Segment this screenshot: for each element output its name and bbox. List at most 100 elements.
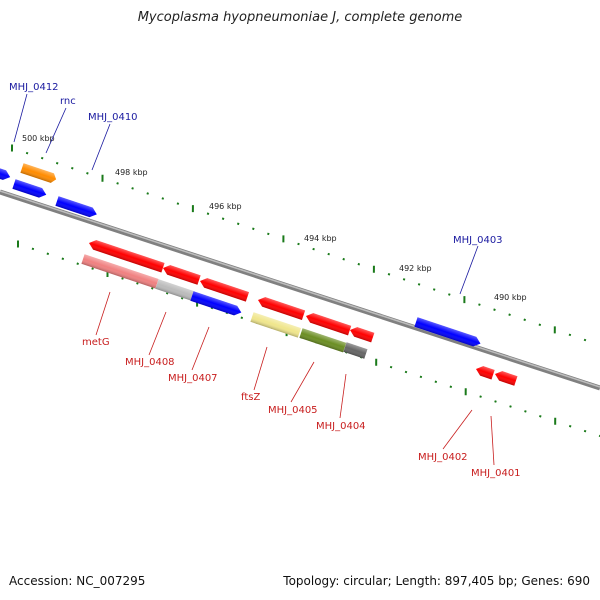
inner-minor-tick — [240, 316, 244, 320]
inner-minor-tick — [404, 370, 408, 374]
feature-ftsZ[interactable] — [250, 312, 302, 338]
outer-minor-tick — [417, 283, 421, 286]
map-title: Mycoplasma hyopneumoniae J, complete gen… — [137, 10, 463, 25]
feature-MHJ_0405[interactable] — [299, 328, 347, 353]
scale-label-494kbp: 494 kbp — [304, 234, 337, 243]
inner-major-tick — [375, 358, 378, 366]
inner-minor-tick — [583, 429, 587, 433]
outer-minor-tick — [583, 338, 587, 342]
label-MHJ_0408[interactable]: MHJ_0408 — [125, 357, 175, 368]
outer-minor-tick — [176, 202, 180, 205]
feature-f7[interactable] — [198, 276, 250, 302]
inner-minor-tick — [449, 385, 453, 389]
label-MHJ_0401[interactable]: MHJ_0401 — [471, 468, 521, 479]
outer-major-tick — [553, 326, 556, 334]
outer-minor-tick — [387, 273, 391, 276]
outer-minor-tick — [221, 217, 225, 220]
inner-minor-tick — [598, 434, 600, 438]
outer-minor-tick — [40, 156, 44, 160]
outer-minor-tick — [508, 313, 511, 316]
inner-minor-tick — [46, 252, 50, 256]
feature-MHJ_0404[interactable] — [343, 342, 368, 359]
inner-minor-tick — [419, 375, 423, 379]
outer-minor-tick — [448, 293, 451, 296]
label-metG[interactable]: metG — [82, 337, 110, 348]
label-MHJ_0410[interactable]: MHJ_0410 — [88, 112, 138, 123]
outer-minor-tick — [493, 308, 496, 311]
label-MHJ_0404[interactable]: MHJ_0404 — [316, 421, 366, 432]
inner-minor-tick — [568, 424, 572, 428]
backbone-highlight — [0, 190, 600, 388]
feature-MHJ_0412[interactable] — [12, 179, 47, 199]
outer-minor-tick — [538, 323, 542, 327]
outer-minor-tick — [86, 172, 89, 175]
feature-f6[interactable] — [161, 263, 201, 285]
feature-MHJ_0407[interactable] — [190, 291, 242, 317]
outer-minor-tick — [402, 278, 406, 281]
feature-f1[interactable] — [0, 167, 12, 182]
backbone-line — [0, 189, 600, 391]
feature-metG[interactable] — [81, 254, 159, 289]
outer-major-tick — [372, 265, 375, 273]
outer-major-tick — [282, 235, 285, 243]
scale-label-492kbp: 492 kbp — [399, 264, 432, 273]
leader-MHJ_0405 — [290, 361, 315, 403]
leader-MHJ_0404 — [339, 373, 347, 419]
inner-minor-tick — [76, 262, 79, 265]
inner-minor-tick — [61, 257, 65, 261]
feature-rnc[interactable] — [20, 163, 57, 184]
feature-arrows — [0, 163, 518, 386]
label-MHJ_0407[interactable]: MHJ_0407 — [168, 373, 218, 384]
scale-label-496kbp: 496 kbp — [209, 202, 242, 211]
leader-MHJ_0402 — [442, 409, 473, 450]
inner-minor-tick — [91, 267, 94, 270]
leader-metG — [95, 291, 111, 336]
leader-MHJ_0412 — [13, 93, 28, 143]
label-MHJ_0412[interactable]: MHJ_0412 — [9, 82, 59, 93]
feature-MHJ_0403[interactable] — [414, 317, 482, 348]
outer-minor-tick — [146, 192, 149, 195]
outer-minor-tick — [206, 212, 210, 215]
outer-minor-tick — [131, 187, 134, 190]
outer-minor-tick — [116, 182, 119, 185]
label-rnc[interactable]: rnc — [60, 96, 76, 107]
feature-MHJ_0401[interactable] — [493, 369, 518, 386]
outer-major-tick — [191, 205, 194, 213]
outer-minor-tick — [267, 232, 270, 236]
outer-minor-tick — [523, 318, 526, 322]
feature-MHJ_0410[interactable] — [55, 196, 98, 219]
outer-minor-tick — [252, 227, 255, 231]
leader-rnc — [45, 107, 67, 154]
genome-summary-text: Topology: circular; Length: 897,405 bp; … — [283, 574, 590, 588]
feature-MHJ_0402[interactable] — [474, 364, 495, 380]
leader-MHJ_0403 — [459, 245, 479, 295]
label-MHJ_0402[interactable]: MHJ_0402 — [418, 452, 468, 463]
leader-MHJ_0408 — [148, 311, 167, 356]
feature-MHJ_0408[interactable] — [155, 279, 195, 301]
outer-minor-tick — [71, 166, 74, 170]
outer-minor-tick — [327, 252, 330, 256]
leader-ftsZ — [253, 346, 268, 391]
inner-minor-tick — [539, 415, 542, 418]
tick-ring-outer — [10, 144, 587, 342]
inner-minor-tick — [479, 395, 482, 398]
label-MHJ_0405[interactable]: MHJ_0405 — [268, 405, 318, 416]
feature-f13[interactable] — [348, 325, 375, 343]
inner-minor-tick — [434, 380, 438, 384]
inner-major-tick — [16, 240, 20, 248]
outer-minor-tick — [161, 197, 165, 200]
feature-f12[interactable] — [304, 311, 352, 336]
scale-label-500kbp: 500 kbp — [22, 134, 55, 143]
label-ftsZ[interactable]: ftsZ — [241, 392, 260, 403]
inner-minor-tick — [494, 400, 497, 403]
label-MHJ_0403[interactable]: MHJ_0403 — [453, 235, 503, 246]
scale-labels: 500 kbp 498 kbp 496 kbp 494 kbp 492 kbp … — [22, 134, 527, 302]
outer-minor-tick — [297, 242, 300, 246]
feature-f5[interactable] — [87, 238, 165, 273]
outer-minor-tick — [568, 333, 572, 337]
leader-MHJ_0407 — [191, 326, 210, 371]
outer-major-tick — [463, 296, 466, 304]
feature-f11[interactable] — [256, 295, 306, 320]
